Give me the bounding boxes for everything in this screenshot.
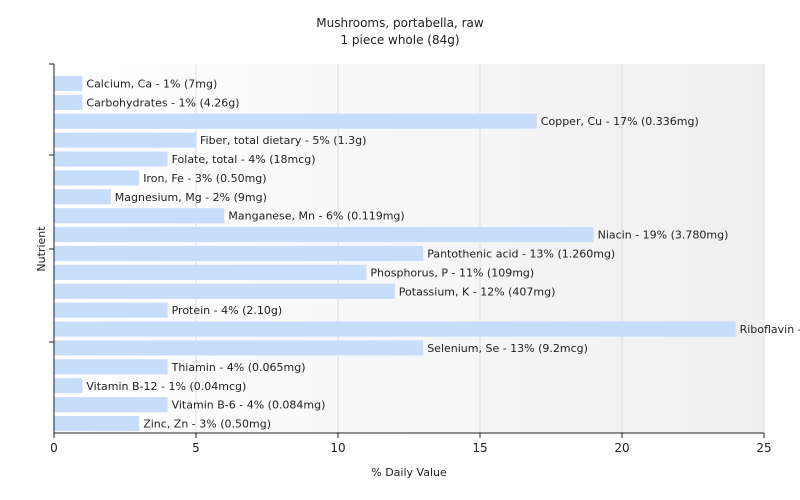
- bar-9: [54, 245, 424, 261]
- bar-7: [54, 208, 225, 224]
- bar-10: [54, 264, 367, 280]
- bar-label-14: Selenium, Se - 13% (9.2mcg): [427, 342, 588, 355]
- bar-2: [54, 113, 537, 129]
- bar-label-17: Vitamin B-6 - 4% (0.084mg): [172, 399, 326, 412]
- bar-5: [54, 170, 140, 186]
- chart-subtitle: 1 piece whole (84g): [340, 33, 459, 47]
- bar-label-12: Protein - 4% (2.10g): [172, 304, 283, 317]
- bar-label-5: Iron, Fe - 3% (0.50mg): [143, 172, 266, 185]
- bars-group: Calcium, Ca - 1% (7mg) Carbohydrates - 1%…: [54, 75, 800, 432]
- bar-label-10: Phosphorus, P - 11% (109mg): [370, 266, 534, 279]
- bar-12: [54, 302, 168, 318]
- bar-18: [54, 416, 140, 432]
- bar-label-9: Pantothenic acid - 13% (1.260mg): [427, 248, 615, 261]
- bar-label-4: Folate, total - 4% (18mcg): [172, 153, 316, 166]
- axes-group: 0 5 10 15 20 25: [49, 63, 772, 455]
- bar-label-15: Thiamin - 4% (0.065mg): [171, 361, 306, 374]
- bar-0: [54, 75, 83, 91]
- x-tick-label-3: 15: [472, 441, 487, 455]
- x-axis-title: % Daily Value: [371, 466, 447, 479]
- bar-11: [54, 283, 395, 299]
- x-tick-label-1: 5: [192, 441, 200, 455]
- x-tick-label-0: 0: [50, 441, 58, 455]
- bar-label-2: Copper, Cu - 17% (0.336mg): [541, 115, 699, 128]
- bar-17: [54, 397, 168, 413]
- y-axis-title: Nutrient: [35, 226, 48, 272]
- bar-8: [54, 227, 594, 243]
- x-tick-label-2: 10: [330, 441, 345, 455]
- bar-1: [54, 94, 83, 110]
- bar-3: [54, 132, 196, 148]
- bar-16: [54, 378, 83, 394]
- bar-4: [54, 151, 168, 167]
- bar-label-6: Magnesium, Mg - 2% (9mg): [115, 191, 267, 204]
- x-tick-label-4: 20: [614, 441, 629, 455]
- bar-label-0: Calcium, Ca - 1% (7mg): [86, 77, 217, 90]
- bar-label-13: Riboflavin - 24% (0.403mg): [740, 323, 800, 336]
- bar-label-8: Niacin - 19% (3.780mg): [598, 229, 729, 242]
- bar-label-16: Vitamin B-12 - 1% (0.04mcg): [86, 380, 246, 393]
- bar-label-18: Zinc, Zn - 3% (0.50mg): [143, 418, 271, 431]
- bar-13: [54, 321, 736, 337]
- bar-15: [54, 359, 168, 375]
- bar-label-7: Manganese, Mn - 6% (0.119mg): [228, 210, 404, 223]
- bar-6: [54, 189, 111, 205]
- bar-label-3: Fiber, total dietary - 5% (1.3g): [200, 134, 366, 147]
- bar-label-11: Potassium, K - 12% (407mg): [399, 285, 556, 298]
- bar-14: [54, 340, 424, 356]
- bar-label-1: Carbohydrates - 1% (4.26g): [86, 96, 239, 109]
- x-tick-label-5: 25: [756, 441, 771, 455]
- chart-title: Mushrooms, portabella, raw: [316, 16, 484, 30]
